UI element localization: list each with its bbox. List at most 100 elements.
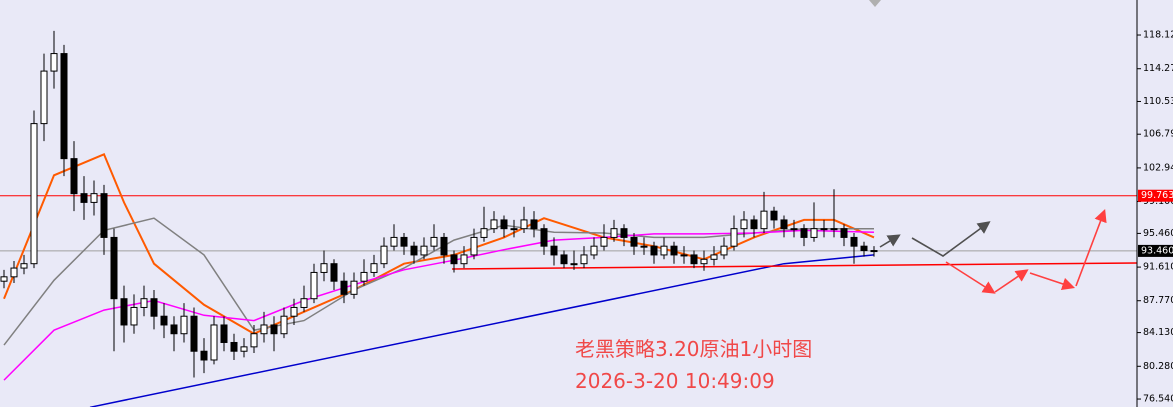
candle-body — [490, 219, 498, 230]
candle-body — [860, 245, 868, 252]
indicator-line — [89, 254, 875, 407]
candle-body — [170, 324, 178, 335]
candle-body — [200, 350, 208, 361]
price-label-box — [1138, 244, 1173, 257]
candle-body — [640, 245, 648, 248]
candle-body — [40, 70, 48, 125]
y-tick-label: 106.790 — [1143, 129, 1173, 140]
candle-body — [160, 315, 168, 326]
candle-body — [50, 53, 58, 72]
candle-body — [470, 236, 478, 256]
candle-body — [700, 258, 708, 265]
candle-body — [610, 228, 618, 238]
candle-body — [510, 228, 518, 231]
projection-arrows — [879, 209, 1107, 294]
candle-body — [630, 236, 638, 247]
candle-body — [300, 298, 308, 308]
candle-body — [110, 236, 118, 300]
price-label: 99.763 — [1141, 190, 1173, 201]
y-tick-label: 114.270 — [1143, 63, 1173, 74]
candle-body — [250, 333, 258, 348]
candle-body — [520, 219, 528, 230]
indicator-line — [3, 152, 875, 335]
candle-body — [30, 123, 38, 265]
candle-body — [180, 315, 188, 335]
candle-body — [720, 245, 728, 256]
candle-body — [740, 219, 748, 230]
y-tick-label: 102.940 — [1143, 162, 1173, 173]
candle-body — [220, 324, 228, 343]
candle-body — [650, 245, 658, 256]
candle-body — [780, 219, 788, 230]
shift-marker — [869, 0, 881, 7]
candle-body — [570, 263, 578, 266]
candle-body — [190, 315, 198, 352]
candle-body — [590, 245, 598, 256]
candle-body — [270, 324, 278, 335]
indicator-line — [451, 262, 1137, 270]
candle-body — [430, 236, 438, 247]
candle-body — [150, 298, 158, 317]
candle-body — [440, 236, 448, 256]
candle-body — [690, 254, 698, 265]
candle-body — [730, 228, 738, 247]
price-label: 93.460 — [1141, 245, 1173, 256]
candle-body — [480, 228, 488, 238]
candle-body — [850, 236, 858, 247]
y-tick-label: 80.280 — [1143, 361, 1173, 372]
candle-body — [540, 228, 548, 247]
y-tick-label: 84.130 — [1143, 327, 1173, 338]
arrow — [994, 269, 1029, 293]
candle-body — [770, 210, 778, 221]
candle-body — [210, 324, 218, 361]
candle-body — [340, 280, 348, 295]
candle-body — [830, 228, 838, 231]
candle-body — [80, 193, 88, 203]
candle-body — [10, 267, 18, 278]
candle-body — [100, 193, 108, 238]
candle-body — [60, 53, 68, 160]
candle-body — [290, 306, 298, 317]
candle-body — [840, 228, 848, 238]
candle-body — [70, 158, 78, 195]
price-label-box — [1138, 189, 1173, 202]
candle-body — [140, 298, 148, 308]
candle-body — [660, 245, 668, 256]
candle-body — [310, 271, 318, 300]
candle-body — [600, 236, 608, 247]
arrow — [1075, 209, 1107, 287]
candle-body — [360, 271, 368, 282]
candle-body — [580, 254, 588, 265]
candle-body — [280, 315, 288, 335]
y-tick-label: 91.610 — [1143, 262, 1173, 273]
candle-body — [400, 236, 408, 247]
annotation: 老黑策略3.20原油1小时图 — [575, 337, 812, 361]
candle-body — [820, 228, 828, 231]
plot-area — [0, 30, 1137, 407]
candle-body — [20, 263, 28, 269]
candle-body — [550, 245, 558, 256]
arrow — [1029, 272, 1076, 291]
candle-body — [320, 263, 328, 273]
candle-body — [680, 254, 688, 257]
candle-body — [760, 210, 768, 230]
candle-body — [90, 193, 98, 203]
arrow — [879, 234, 901, 248]
candle-body — [560, 254, 568, 265]
y-tick-label: 110.530 — [1143, 96, 1173, 107]
candle-body — [120, 298, 128, 326]
candle-body — [810, 228, 818, 238]
candle-body — [870, 250, 878, 253]
candle-body — [530, 219, 538, 230]
candle-body — [750, 219, 758, 230]
candle-body — [710, 254, 718, 260]
candle-body — [380, 245, 388, 265]
candle-body — [500, 219, 508, 230]
candle-body — [410, 245, 418, 256]
arrow — [911, 221, 991, 257]
candle-body — [130, 306, 138, 326]
candle-body — [350, 280, 358, 295]
candle-body — [240, 346, 248, 352]
